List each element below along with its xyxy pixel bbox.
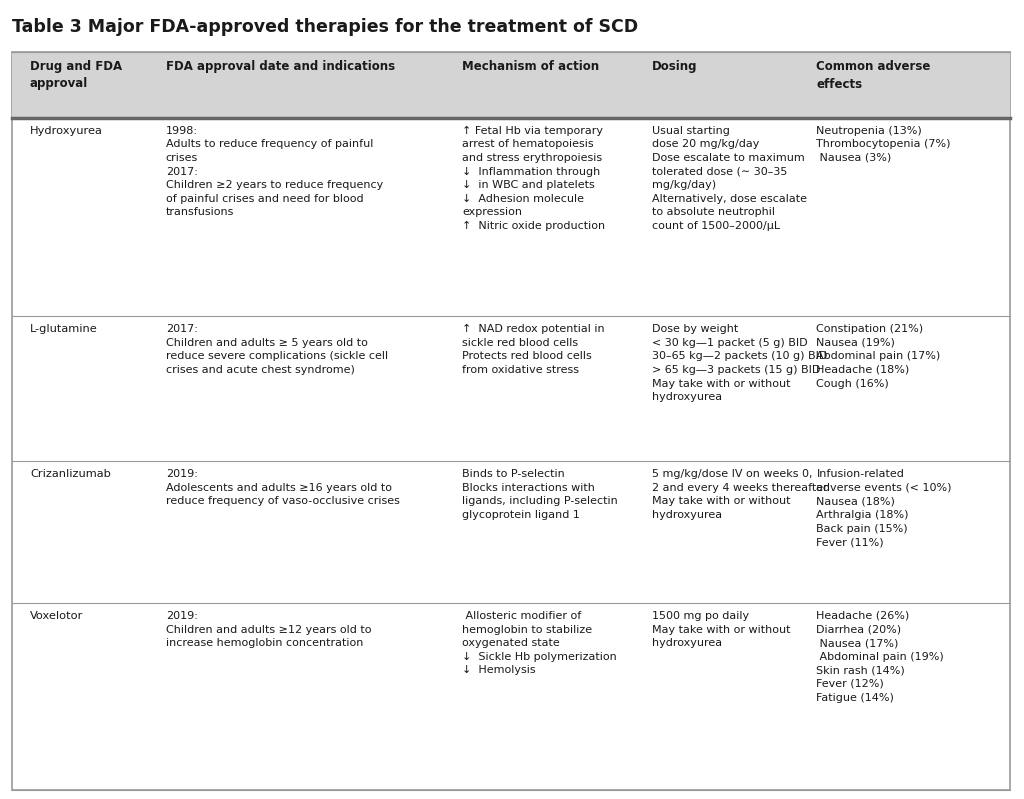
Text: 2019:
Children and adults ≥12 years old to
increase hemoglobin concentration: 2019: Children and adults ≥12 years old … [166,611,372,648]
Text: Usual starting
dose 20 mg/kg/day
Dose escalate to maximum
tolerated dose (∼ 30–3: Usual starting dose 20 mg/kg/day Dose es… [651,125,807,231]
Text: Binds to P-selectin
Blocks interactions with
ligands, including P-selectin
glyco: Binds to P-selectin Blocks interactions … [462,469,617,520]
Text: 2017:
Children and adults ≥ 5 years old to
reduce severe complications (sickle c: 2017: Children and adults ≥ 5 years old … [166,324,388,375]
Text: 5 mg/kg/dose IV on weeks 0,
2 and every 4 weeks thereafter
May take with or with: 5 mg/kg/dose IV on weeks 0, 2 and every … [651,469,827,520]
Text: Allosteric modifier of
hemoglobin to stabilize
oxygenated state
↓  Sickle Hb pol: Allosteric modifier of hemoglobin to sta… [462,611,616,675]
Text: 1500 mg po daily
May take with or without
hydroxyurea: 1500 mg po daily May take with or withou… [651,611,791,648]
Text: Common adverse
effects: Common adverse effects [816,60,931,90]
Text: Infusion-related
adverse events (< 10%)
Nausea (18%)
Arthralgia (18%)
Back pain : Infusion-related adverse events (< 10%) … [816,469,952,547]
Text: Dosing: Dosing [651,60,697,73]
Text: 2019:
Adolescents and adults ≥16 years old to
reduce frequency of vaso-occlusive: 2019: Adolescents and adults ≥16 years o… [166,469,399,507]
Text: Hydroxyurea: Hydroxyurea [30,125,102,136]
Text: FDA approval date and indications: FDA approval date and indications [166,60,395,73]
Text: ↑  NAD redox potential in
sickle red blood cells
Protects red blood cells
from o: ↑ NAD redox potential in sickle red bloo… [462,324,605,375]
Text: Neutropenia (13%)
Thrombocytopenia (7%)
 Nausea (3%): Neutropenia (13%) Thrombocytopenia (7%) … [816,125,951,163]
Text: Headache (26%)
Diarrhea (20%)
 Nausea (17%)
 Abdominal pain (19%)
Skin rash (14%: Headache (26%) Diarrhea (20%) Nausea (17… [816,611,944,702]
Text: Drug and FDA
approval: Drug and FDA approval [30,60,122,90]
Text: 1998:
Adults to reduce frequency of painful
crises
2017:
Children ≥2 years to re: 1998: Adults to reduce frequency of pain… [166,125,383,217]
Text: Mechanism of action: Mechanism of action [462,60,599,73]
Text: Dose by weight
< 30 kg—1 packet (5 g) BID
30–65 kg—2 packets (10 g) BID
> 65 kg—: Dose by weight < 30 kg—1 packet (5 g) BI… [651,324,827,402]
Text: Voxelotor: Voxelotor [30,611,83,621]
Text: Crizanlizumab: Crizanlizumab [30,469,111,479]
Bar [12,52,1010,117]
Text: L-glutamine: L-glutamine [30,324,97,334]
Text: ↑ Fetal Hb via temporary
arrest of hematopoiesis
and stress erythropoiesis
↓  In: ↑ Fetal Hb via temporary arrest of hemat… [462,125,605,231]
Text: Constipation (21%)
Nausea (19%)
Abdominal pain (17%)
Headache (18%)
Cough (16%): Constipation (21%) Nausea (19%) Abdomina… [816,324,941,388]
Text: Table 3 Major FDA-approved therapies for the treatment of SCD: Table 3 Major FDA-approved therapies for… [12,18,638,36]
